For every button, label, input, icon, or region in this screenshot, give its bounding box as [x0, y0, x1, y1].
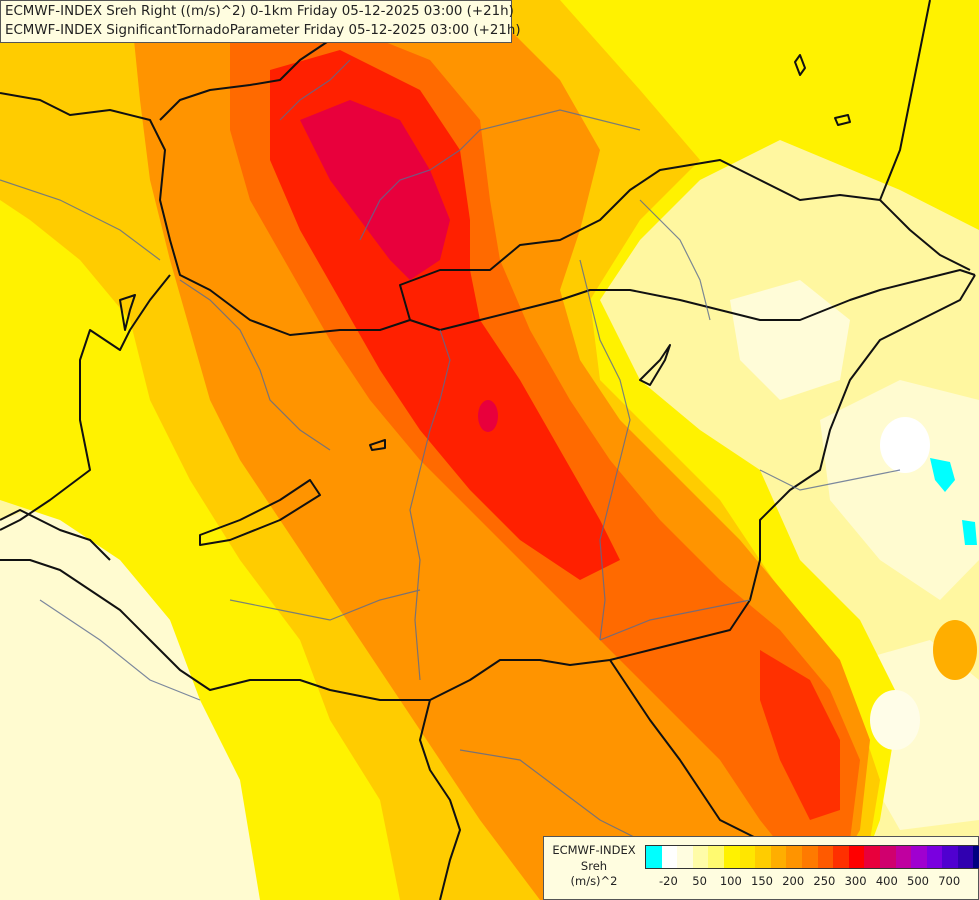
- legend-swatches: [645, 845, 979, 869]
- legend-swatch: [692, 846, 709, 868]
- legend-swatch: [646, 846, 662, 868]
- legend-swatch: [661, 846, 678, 868]
- legend-title-model: ECMWF-INDEX: [552, 843, 636, 857]
- legend-tick-label: 400: [875, 874, 898, 888]
- legend-title-variable: Sreh: [580, 858, 608, 873]
- rivers: [0, 59, 901, 881]
- legend-tick-label: 250: [813, 874, 836, 888]
- legend-tick-label: 300: [844, 874, 867, 888]
- legend-swatch: [864, 846, 880, 868]
- legend-swatch: [833, 846, 849, 868]
- legend-swatch: [677, 846, 693, 868]
- legend-swatch: [911, 846, 927, 868]
- cyan-patch-2: [962, 520, 977, 545]
- legend-swatch: [957, 846, 974, 868]
- legend-swatch: [708, 846, 724, 868]
- legend-swatch: [848, 846, 865, 868]
- cyan-patch: [930, 458, 955, 492]
- legend-swatch: [895, 846, 912, 868]
- legend-tick-label: 100: [719, 874, 742, 888]
- white-patch-2: [870, 690, 920, 750]
- white-patch: [880, 417, 930, 473]
- legend-swatch: [817, 846, 834, 868]
- legend-swatch: [755, 846, 771, 868]
- legend-swatch: [723, 846, 740, 868]
- legend-tick-label: 50: [692, 874, 707, 888]
- legend-swatch: [926, 846, 943, 868]
- pale-east-field-2: [730, 280, 850, 400]
- pale-east-field: [820, 380, 979, 600]
- header-line-stp: ECMWF-INDEX SignificantTornadoParameter …: [5, 23, 521, 38]
- legend-swatch: [770, 846, 787, 868]
- color-legend: ECMWF-INDEX Sreh (m/s)^2 -20 50 100 150 200 2…: [543, 836, 979, 900]
- red-field-south: [760, 650, 840, 820]
- legend-tick-label: 700: [938, 874, 961, 888]
- legend-tick-label: 500: [907, 874, 929, 888]
- legend-title-unit: (m/s)^2: [570, 874, 618, 888]
- legend-swatch: [739, 846, 756, 868]
- crimson-core-north: [300, 100, 450, 280]
- orange-spot-east: [933, 620, 977, 680]
- legend-ticks: -20 50 100 150 200 250 300 400 500 700: [645, 874, 975, 890]
- legend-tick-label: -20: [658, 874, 678, 888]
- crimson-core-south: [478, 400, 498, 432]
- legend-swatch: [879, 846, 896, 868]
- legend-swatch: [942, 846, 958, 868]
- pale-west-field: [0, 500, 270, 900]
- header-line-sreh: ECMWF-INDEX Sreh Right ((m/s)^2) 0-1km F…: [5, 4, 514, 19]
- legend-tick-label: 150: [751, 874, 773, 888]
- legend-tick-label: 200: [782, 874, 805, 888]
- legend-swatch: [801, 846, 818, 868]
- legend-title: ECMWF-INDEX Sreh (m/s)^2: [544, 843, 644, 890]
- legend-swatch: [973, 846, 979, 868]
- legend-swatch: [786, 846, 802, 868]
- map-header: ECMWF-INDEX Sreh Right ((m/s)^2) 0-1km F…: [0, 0, 521, 43]
